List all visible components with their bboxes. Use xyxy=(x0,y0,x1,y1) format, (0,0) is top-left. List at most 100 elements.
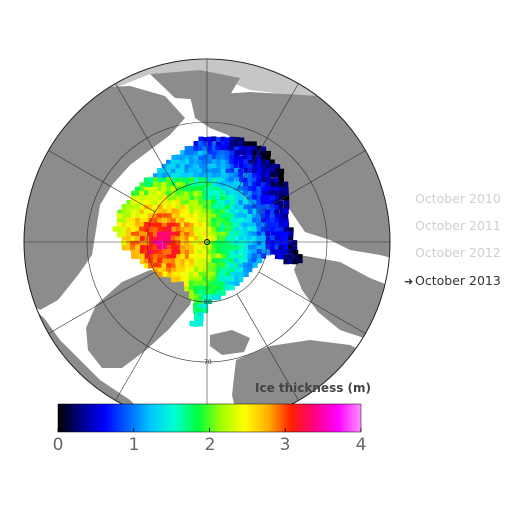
ice-cell xyxy=(252,187,258,193)
ice-cell xyxy=(206,235,213,241)
ice-cell xyxy=(180,190,186,197)
ice-cell xyxy=(161,254,168,260)
ice-cell xyxy=(166,177,172,183)
ice-cell xyxy=(180,231,186,238)
ice-cell xyxy=(143,258,149,264)
ice-cell xyxy=(220,159,226,165)
ice-cell xyxy=(121,236,127,242)
ice-cell xyxy=(166,168,173,174)
ice-cell xyxy=(175,240,181,246)
ice-cell xyxy=(153,187,159,193)
ice-cell xyxy=(265,236,272,242)
ice-cell xyxy=(131,253,137,259)
ice-cell xyxy=(211,182,218,188)
ice-cell xyxy=(252,159,258,165)
ice-cell xyxy=(180,266,186,273)
ice-cell xyxy=(251,253,257,259)
ice-cell xyxy=(206,285,212,291)
ice-cell xyxy=(211,275,217,282)
ice-cell xyxy=(179,217,185,223)
ice-cell xyxy=(193,186,199,192)
ice-cell xyxy=(197,276,203,282)
ice-cell xyxy=(242,150,248,156)
ice-cell xyxy=(139,182,145,188)
ice-cell xyxy=(270,172,276,178)
ice-cell xyxy=(193,280,199,287)
ice-cell xyxy=(207,149,213,156)
ice-cell xyxy=(156,244,163,250)
ice-cell xyxy=(252,208,258,214)
ice-cell xyxy=(189,258,195,264)
ice-cell xyxy=(189,226,195,233)
ice-cell xyxy=(171,267,177,274)
ice-cell xyxy=(234,235,240,241)
ice-cell xyxy=(211,164,217,170)
ice-cell xyxy=(238,204,244,211)
ice-cell xyxy=(152,222,158,228)
ice-cell xyxy=(256,177,262,183)
ice-cell xyxy=(278,200,284,206)
ice-cell xyxy=(162,213,168,219)
ice-cell xyxy=(243,240,249,247)
ice-cell xyxy=(152,173,159,179)
ice-cell xyxy=(139,259,146,265)
ice-cell xyxy=(243,172,249,179)
ice-cell xyxy=(233,218,240,224)
colorbar-label-3: 3 xyxy=(279,435,291,455)
ice-cell xyxy=(206,271,212,277)
ice-cell xyxy=(293,249,299,256)
ice-cell xyxy=(148,195,154,202)
ice-cell xyxy=(202,168,208,174)
ice-cell xyxy=(220,276,226,282)
ice-cell xyxy=(220,218,227,224)
ice-cell xyxy=(256,199,262,205)
ice-cell xyxy=(167,240,173,246)
ice-cell xyxy=(157,204,163,210)
ice-cell xyxy=(188,218,195,224)
ice-cell xyxy=(193,236,199,242)
year-option-2012[interactable]: October 2012 xyxy=(404,245,501,260)
ice-cell xyxy=(202,222,208,228)
ice-cell xyxy=(179,186,185,193)
ice-cell xyxy=(234,177,240,183)
ice-cell xyxy=(135,217,141,224)
ice-cell xyxy=(184,212,190,219)
ice-cell xyxy=(215,208,221,214)
ice-cell xyxy=(283,254,289,260)
ice-cell xyxy=(202,303,209,309)
ice-cell xyxy=(224,137,230,143)
ice-cell xyxy=(238,271,244,278)
ice-cell xyxy=(207,231,213,237)
ice-cell xyxy=(229,272,235,278)
year-option-2013[interactable]: ➜ October 2013 xyxy=(404,273,501,288)
ice-cell xyxy=(238,263,244,269)
ice-cell xyxy=(215,200,222,206)
ice-cell xyxy=(251,181,258,188)
ice-cell xyxy=(189,213,195,219)
ice-cell xyxy=(193,290,199,296)
ice-cell xyxy=(189,182,195,188)
ice-cell xyxy=(247,199,254,205)
ice-cell xyxy=(256,245,262,251)
ice-cell xyxy=(243,271,249,277)
ice-cell xyxy=(274,168,280,174)
ice-cell xyxy=(184,232,190,238)
ice-cell xyxy=(206,169,212,175)
ice-cell xyxy=(175,263,181,269)
ice-cell xyxy=(225,244,231,251)
ice-cell xyxy=(229,231,235,237)
ice-cell xyxy=(170,168,177,175)
ice-cell xyxy=(166,172,173,178)
ice-cell xyxy=(288,227,294,233)
ice-cell xyxy=(189,267,195,273)
ice-cell xyxy=(180,259,186,265)
year-option-2011[interactable]: October 2011 xyxy=(404,218,501,233)
ice-cell xyxy=(261,240,267,246)
ice-cell xyxy=(203,154,209,160)
ice-cell xyxy=(180,276,186,282)
ice-cell xyxy=(261,177,267,183)
year-option-2010[interactable]: October 2010 xyxy=(404,191,501,206)
ice-cell xyxy=(121,223,127,229)
ice-cell xyxy=(251,249,257,256)
ice-cell xyxy=(279,235,285,241)
